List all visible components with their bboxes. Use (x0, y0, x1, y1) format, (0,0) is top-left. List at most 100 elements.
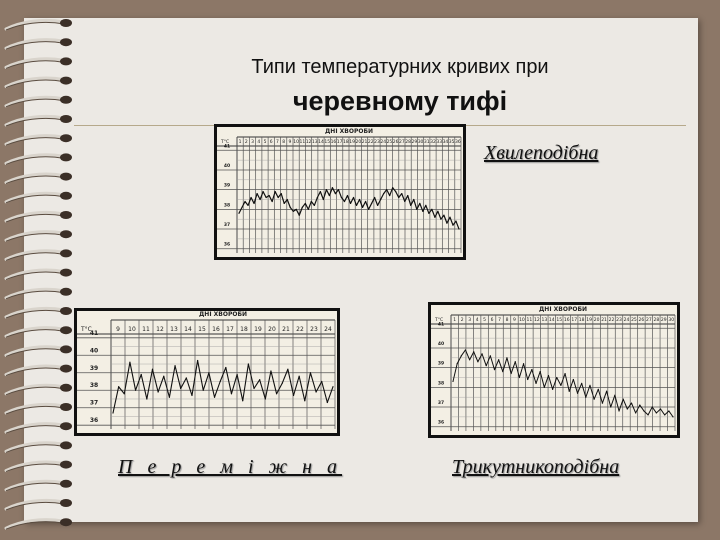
data-point (664, 414, 666, 416)
x-tick-label: 33 (436, 139, 442, 145)
x-tick-label: 8 (506, 317, 509, 323)
binding-ring (4, 114, 72, 127)
data-point (531, 369, 533, 371)
slide-title-line2: черевному тифі (292, 86, 508, 116)
x-tick-label: 17 (571, 317, 577, 323)
x-tick-label: 22 (296, 326, 304, 333)
data-point (481, 353, 483, 355)
binding-ring (4, 268, 72, 281)
data-point (493, 369, 496, 371)
data-point (185, 377, 187, 379)
x-tick-label: 20 (594, 317, 600, 323)
data-point (309, 372, 312, 374)
data-point (129, 361, 131, 363)
data-point (340, 196, 343, 199)
x-tick-label: 28 (405, 139, 411, 145)
data-point (610, 406, 612, 408)
data-point (230, 393, 233, 395)
x-tick-label: 10 (128, 326, 136, 333)
x-tick-label: 21 (282, 326, 290, 333)
x-tick-label: 30 (418, 139, 424, 145)
x-tick-label: 5 (264, 139, 267, 145)
y-tick-label: 39 (90, 365, 98, 372)
temperature-curve (452, 349, 674, 418)
data-point (514, 361, 516, 363)
data-point (236, 373, 238, 376)
binding-ring (4, 57, 72, 69)
data-point (253, 202, 255, 205)
data-point (398, 196, 400, 199)
y-tick-label: 36 (224, 242, 230, 248)
data-point (140, 373, 142, 376)
data-point (304, 202, 306, 205)
data-point (180, 387, 182, 390)
data-point (253, 387, 255, 390)
x-tick-label: 21 (362, 139, 368, 145)
temperature-chart-svg: ДНІ ХВОРОБИ T°C 9 10 11 12 13 14 15 16 17 18 19 20 21 2… (77, 311, 337, 433)
x-tick-label: 15 (324, 139, 330, 145)
data-point (241, 206, 243, 208)
data-point (455, 220, 457, 222)
data-point (326, 401, 328, 404)
binding-ring (4, 402, 72, 415)
data-point (298, 375, 300, 377)
data-point (502, 370, 504, 373)
x-tick-label: 23 (374, 139, 380, 145)
x-tick-label: 23 (616, 317, 622, 323)
x-tick-label: 17 (226, 326, 234, 333)
x-tick-label: 24 (324, 326, 332, 333)
data-point (283, 202, 285, 205)
data-point (452, 224, 454, 226)
data-point (422, 210, 424, 212)
x-tick-label: 17 (337, 139, 343, 145)
data-point (543, 386, 545, 388)
data-point (552, 388, 554, 390)
x-tick-label: 14 (318, 139, 324, 145)
data-point (510, 372, 512, 375)
data-point (506, 357, 508, 359)
data-point (395, 191, 397, 193)
data-point (219, 380, 221, 383)
data-point (319, 191, 321, 193)
x-tick-label: 20 (268, 326, 276, 333)
x-tick-label: 18 (240, 326, 248, 333)
data-point (618, 410, 620, 412)
data-point (377, 204, 379, 207)
data-point (437, 210, 439, 212)
data-point (443, 214, 445, 216)
data-point (256, 192, 258, 195)
data-point (280, 192, 282, 195)
binding-ring (4, 364, 72, 377)
x-tick-label: 29 (661, 317, 667, 323)
data-point (295, 208, 297, 210)
binding-ring (4, 287, 72, 300)
y-tick-label: 38 (90, 382, 98, 389)
data-point (392, 187, 394, 189)
data-point (225, 366, 227, 369)
data-point (639, 404, 641, 406)
binding-ring (4, 326, 72, 338)
x-tick-label: 35 (449, 139, 455, 145)
x-tick-label: 31 (424, 139, 430, 145)
data-point (277, 196, 279, 199)
data-point (310, 200, 312, 203)
data-point (383, 192, 385, 195)
x-tick-label: 11 (299, 139, 305, 145)
data-point (259, 379, 261, 381)
data-point (292, 394, 295, 397)
x-tick-label: 7 (498, 317, 501, 323)
chart-header: ДНІ ХВОРОБИ (539, 306, 587, 313)
data-point (560, 384, 562, 386)
x-tick-label: 6 (270, 139, 273, 145)
data-point (456, 363, 458, 365)
y-tick-label: 37 (224, 222, 230, 228)
data-point (431, 208, 433, 210)
binding-ring (4, 172, 72, 185)
data-point (271, 200, 273, 203)
y-tick-label: 40 (90, 347, 98, 354)
x-tick-label: 12 (156, 326, 164, 333)
x-tick-label: 27 (399, 139, 405, 145)
binding-ring (4, 422, 72, 434)
data-point (581, 382, 583, 385)
y-tick-label: 41 (438, 321, 444, 327)
